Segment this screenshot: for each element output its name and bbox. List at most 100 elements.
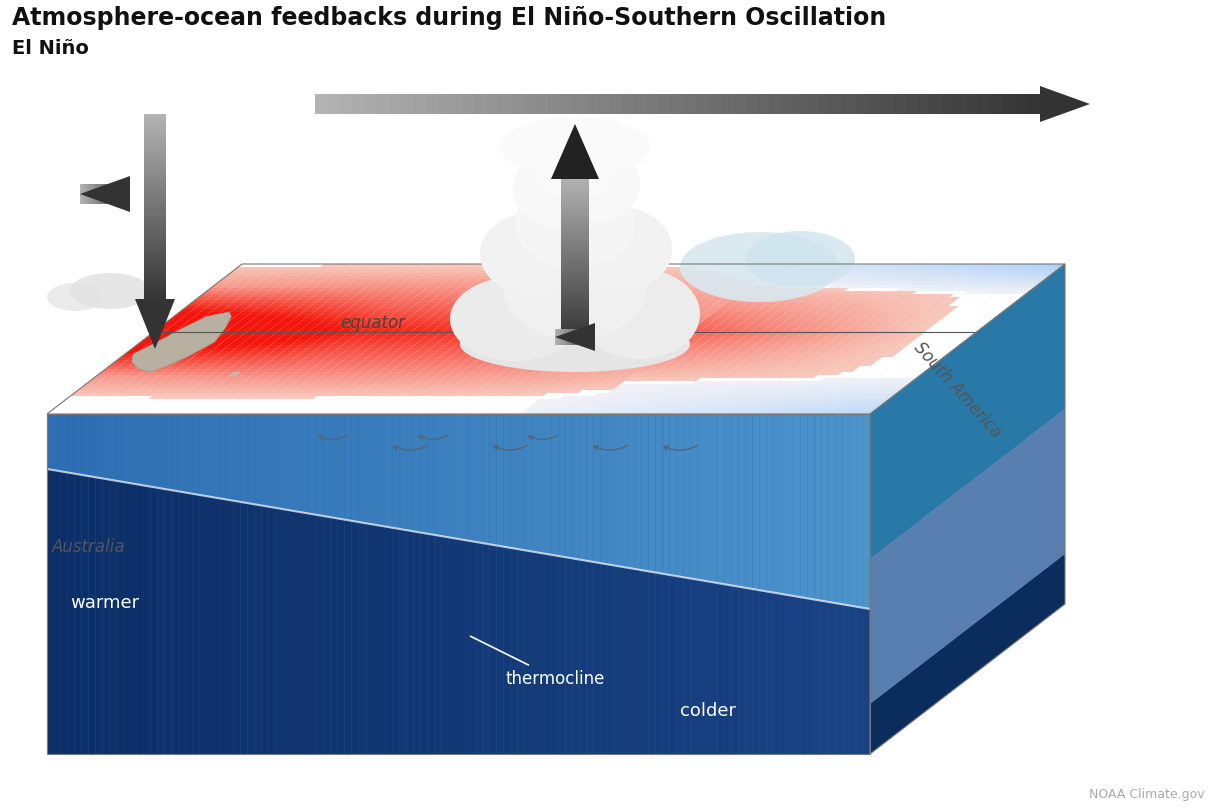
- Polygon shape: [109, 388, 123, 391]
- Polygon shape: [487, 406, 501, 409]
- Polygon shape: [886, 351, 900, 354]
- Polygon shape: [305, 340, 320, 342]
- Polygon shape: [240, 381, 255, 384]
- Polygon shape: [144, 187, 166, 191]
- Polygon shape: [346, 363, 360, 367]
- Polygon shape: [758, 363, 772, 367]
- Polygon shape: [1037, 268, 1050, 271]
- Polygon shape: [706, 363, 720, 367]
- Polygon shape: [425, 342, 439, 345]
- Polygon shape: [418, 363, 432, 367]
- Polygon shape: [789, 268, 804, 271]
- Polygon shape: [338, 519, 344, 754]
- Polygon shape: [911, 301, 926, 303]
- Polygon shape: [87, 397, 101, 400]
- Polygon shape: [947, 273, 960, 277]
- Polygon shape: [555, 324, 595, 351]
- Polygon shape: [135, 391, 150, 393]
- Polygon shape: [623, 388, 638, 391]
- Polygon shape: [733, 95, 745, 115]
- Polygon shape: [93, 384, 106, 388]
- Polygon shape: [587, 337, 601, 340]
- Polygon shape: [458, 333, 471, 337]
- Polygon shape: [798, 349, 811, 351]
- Polygon shape: [357, 354, 372, 358]
- Polygon shape: [483, 298, 498, 301]
- Polygon shape: [343, 294, 357, 298]
- Polygon shape: [272, 358, 285, 361]
- Polygon shape: [784, 280, 799, 283]
- Polygon shape: [841, 402, 855, 406]
- Polygon shape: [928, 303, 942, 307]
- Polygon shape: [588, 351, 603, 354]
- Polygon shape: [900, 372, 914, 375]
- Polygon shape: [393, 351, 406, 354]
- Polygon shape: [259, 351, 273, 354]
- Polygon shape: [655, 363, 669, 367]
- Polygon shape: [554, 307, 569, 310]
- Polygon shape: [518, 310, 533, 312]
- Polygon shape: [676, 414, 683, 577]
- Polygon shape: [185, 312, 200, 315]
- Polygon shape: [117, 381, 131, 384]
- Polygon shape: [278, 337, 293, 340]
- Polygon shape: [630, 391, 644, 393]
- Polygon shape: [381, 322, 394, 324]
- Polygon shape: [639, 400, 653, 402]
- Polygon shape: [379, 393, 393, 397]
- Polygon shape: [137, 367, 150, 370]
- Polygon shape: [481, 292, 495, 294]
- Polygon shape: [717, 583, 725, 754]
- Polygon shape: [816, 406, 831, 409]
- Polygon shape: [537, 264, 550, 268]
- Polygon shape: [842, 283, 856, 285]
- Polygon shape: [569, 303, 582, 307]
- Polygon shape: [793, 337, 806, 340]
- Polygon shape: [633, 388, 648, 391]
- Polygon shape: [833, 337, 848, 340]
- Polygon shape: [381, 273, 395, 277]
- Polygon shape: [933, 340, 947, 342]
- Polygon shape: [558, 328, 572, 331]
- Polygon shape: [750, 370, 764, 372]
- Polygon shape: [334, 310, 348, 312]
- Polygon shape: [386, 397, 400, 400]
- Polygon shape: [351, 351, 366, 354]
- Polygon shape: [780, 268, 794, 271]
- Polygon shape: [318, 298, 333, 301]
- Polygon shape: [686, 340, 700, 342]
- Polygon shape: [788, 324, 802, 328]
- Polygon shape: [331, 312, 344, 315]
- Polygon shape: [68, 414, 74, 474]
- Polygon shape: [680, 361, 693, 363]
- Polygon shape: [277, 322, 292, 324]
- Polygon shape: [550, 333, 564, 337]
- Polygon shape: [333, 358, 348, 361]
- Polygon shape: [448, 285, 461, 289]
- Polygon shape: [619, 289, 633, 292]
- Polygon shape: [824, 337, 838, 340]
- Polygon shape: [328, 322, 343, 324]
- Polygon shape: [497, 546, 504, 754]
- Polygon shape: [303, 294, 316, 298]
- Polygon shape: [388, 292, 403, 294]
- Polygon shape: [250, 367, 264, 370]
- Polygon shape: [350, 361, 364, 363]
- Polygon shape: [691, 264, 705, 268]
- Polygon shape: [192, 324, 205, 328]
- Polygon shape: [183, 393, 198, 397]
- Polygon shape: [331, 289, 344, 292]
- Polygon shape: [249, 303, 264, 307]
- Polygon shape: [619, 400, 632, 402]
- Polygon shape: [955, 307, 969, 310]
- Polygon shape: [627, 345, 640, 349]
- Polygon shape: [675, 388, 689, 391]
- Polygon shape: [820, 315, 834, 319]
- Polygon shape: [131, 414, 137, 485]
- Polygon shape: [838, 285, 853, 289]
- Polygon shape: [758, 277, 771, 280]
- Polygon shape: [344, 310, 359, 312]
- Polygon shape: [127, 406, 142, 409]
- Polygon shape: [266, 393, 281, 397]
- Polygon shape: [378, 379, 392, 381]
